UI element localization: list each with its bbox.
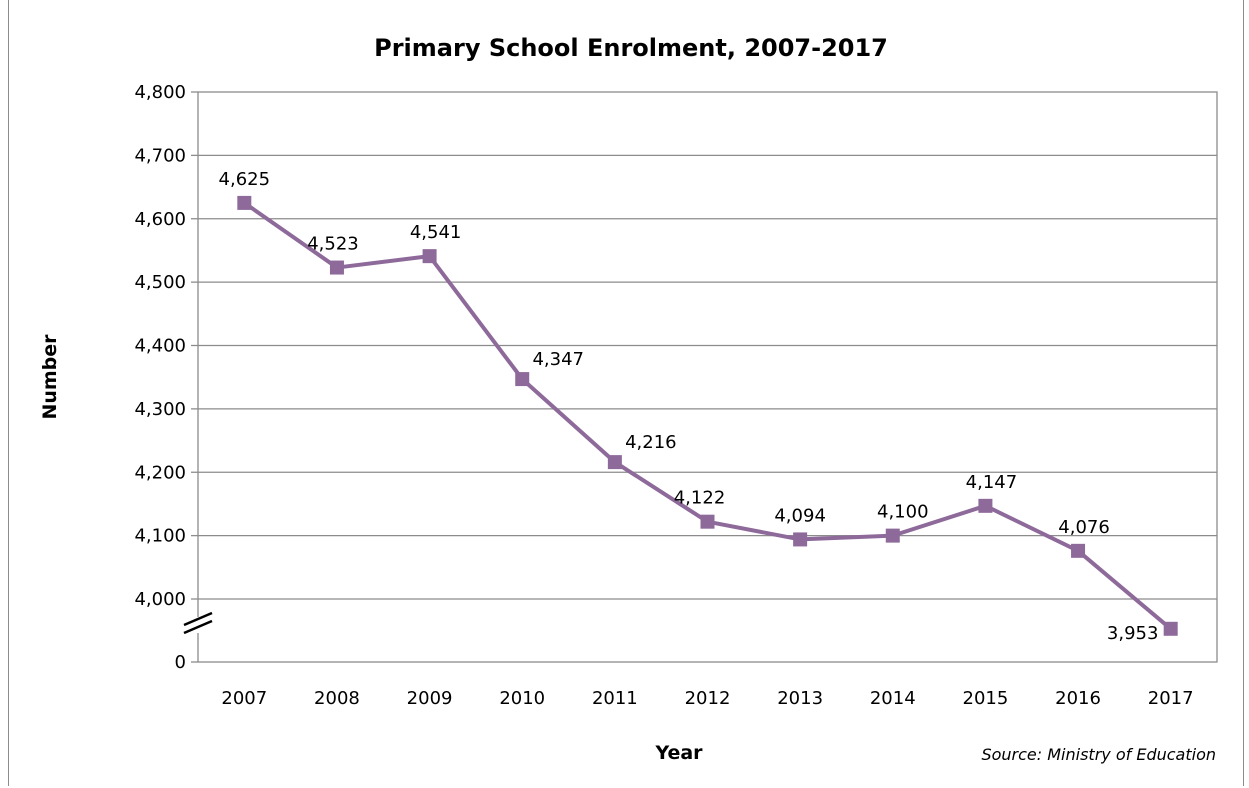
y-tick-label: 4,600: [134, 209, 186, 230]
y-tick-label: 0: [175, 652, 186, 673]
y-axis-ticks: 4,800 4,700 4,600 4,500 4,400 4,300 4,200 4,100…: [134, 82, 198, 673]
data-point: [885, 528, 900, 543]
x-tick-label: 2016: [1055, 688, 1101, 709]
axis-break-slash: [183, 611, 213, 627]
x-tick-label: 2012: [685, 688, 731, 709]
data-point: [237, 195, 252, 210]
data-label: 4,147: [966, 472, 1018, 493]
data-point: [329, 260, 344, 275]
x-tick-label: 2008: [314, 688, 360, 709]
data-label: 4,100: [877, 502, 929, 523]
data-point: [793, 532, 808, 547]
y-tick-label: 4,200: [134, 462, 186, 483]
data-label: 4,122: [674, 488, 726, 509]
data-label: 4,541: [410, 222, 462, 243]
data-point: [700, 514, 715, 529]
data-point: [515, 372, 530, 387]
y-tick-label: 4,100: [134, 526, 186, 547]
data-point: [607, 455, 622, 470]
y-tick-label: 4,700: [134, 145, 186, 166]
x-tick-label: 2011: [592, 688, 638, 709]
source-note: Source: Ministry of Education: [981, 745, 1216, 764]
x-tick-label: 2015: [963, 688, 1009, 709]
x-tick-label: 2010: [499, 688, 545, 709]
data-label: 4,625: [219, 169, 271, 190]
data-label: 4,347: [532, 349, 584, 370]
data-label: 4,216: [625, 432, 677, 453]
x-tick-label: 2009: [407, 688, 453, 709]
y-tick-label: 4,500: [134, 272, 186, 293]
x-axis-ticks: 2007 2008 2009 2010 2011 2012 2013 2014 2015 2016…: [221, 688, 1193, 709]
data-point: [1071, 543, 1086, 558]
data-labels: 4,625 4,523 4,541 4,347 4,216 4,122 4,094 4,100…: [219, 169, 1159, 644]
data-point: [422, 249, 437, 264]
data-label: 4,094: [774, 505, 826, 526]
data-label: 4,523: [307, 234, 359, 255]
x-tick-label: 2013: [777, 688, 823, 709]
grid-lines: [198, 154, 1217, 600]
x-tick-label: 2007: [221, 688, 267, 709]
x-tick-label: 2014: [870, 688, 916, 709]
axis-break-slash: [183, 619, 213, 635]
y-tick-label: 4,800: [134, 82, 186, 103]
y-tick-label: 4,000: [134, 589, 186, 610]
x-axis-title: Year: [654, 742, 703, 764]
series-markers: [237, 195, 1178, 636]
data-point: [978, 498, 993, 513]
y-tick-label: 4,300: [134, 399, 186, 420]
data-label: 4,076: [1058, 517, 1110, 538]
data-point: [1163, 621, 1178, 636]
axis-break-marker: [183, 611, 213, 635]
plot-area: [197, 91, 1218, 663]
y-axis-title: Number: [39, 334, 61, 420]
series-line: [243, 201, 1172, 631]
y-tick-label: 4,400: [134, 336, 186, 357]
x-tick-label: 2017: [1148, 688, 1194, 709]
chart-title: Primary School Enrolment, 2007-2017: [374, 34, 888, 62]
chart-frame: [8, 0, 1244, 786]
data-label: 3,953: [1107, 623, 1159, 644]
